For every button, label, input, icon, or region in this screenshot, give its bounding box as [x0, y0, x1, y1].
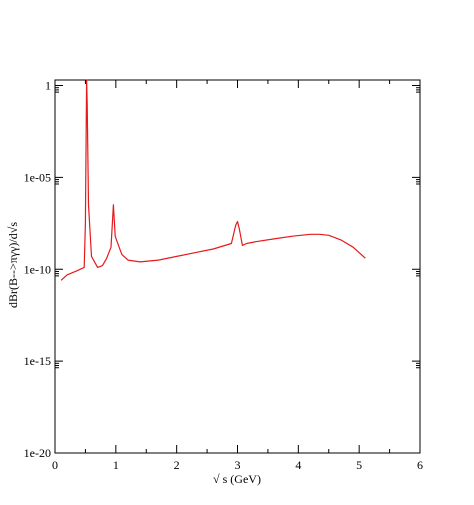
y-tick-label-4: 1e-20 [24, 446, 51, 460]
x-tick-label-4: 4 [295, 458, 301, 472]
y-axis-label: dBr(B-->πγγ)/d√s [6, 222, 20, 308]
x-tick-label-2: 2 [174, 458, 180, 472]
x-tick-label-0: 0 [52, 458, 58, 472]
y-tick-label-0: 1 [45, 79, 51, 93]
series-layer [60, 79, 366, 281]
y-tick-label-3: 1e-15 [24, 354, 51, 368]
x-axis-label: √ s (GeV) [213, 472, 261, 486]
series-line-0 [60, 79, 366, 281]
x-tick-label-3: 3 [235, 458, 241, 472]
y-tick-label-2: 1e-10 [24, 262, 51, 276]
x-tick-label-6: 6 [417, 458, 423, 472]
plot-frame [54, 79, 421, 454]
x-axis-ticks: 0 1 2 3 4 5 6 [52, 80, 423, 472]
y-tick-label-1: 1e-05 [24, 170, 51, 184]
y-axis-ticks: 1 1e-05 1e-10 1e-15 1e-20 [24, 79, 420, 460]
x-tick-label-5: 5 [356, 458, 362, 472]
x-tick-label-1: 1 [113, 458, 119, 472]
